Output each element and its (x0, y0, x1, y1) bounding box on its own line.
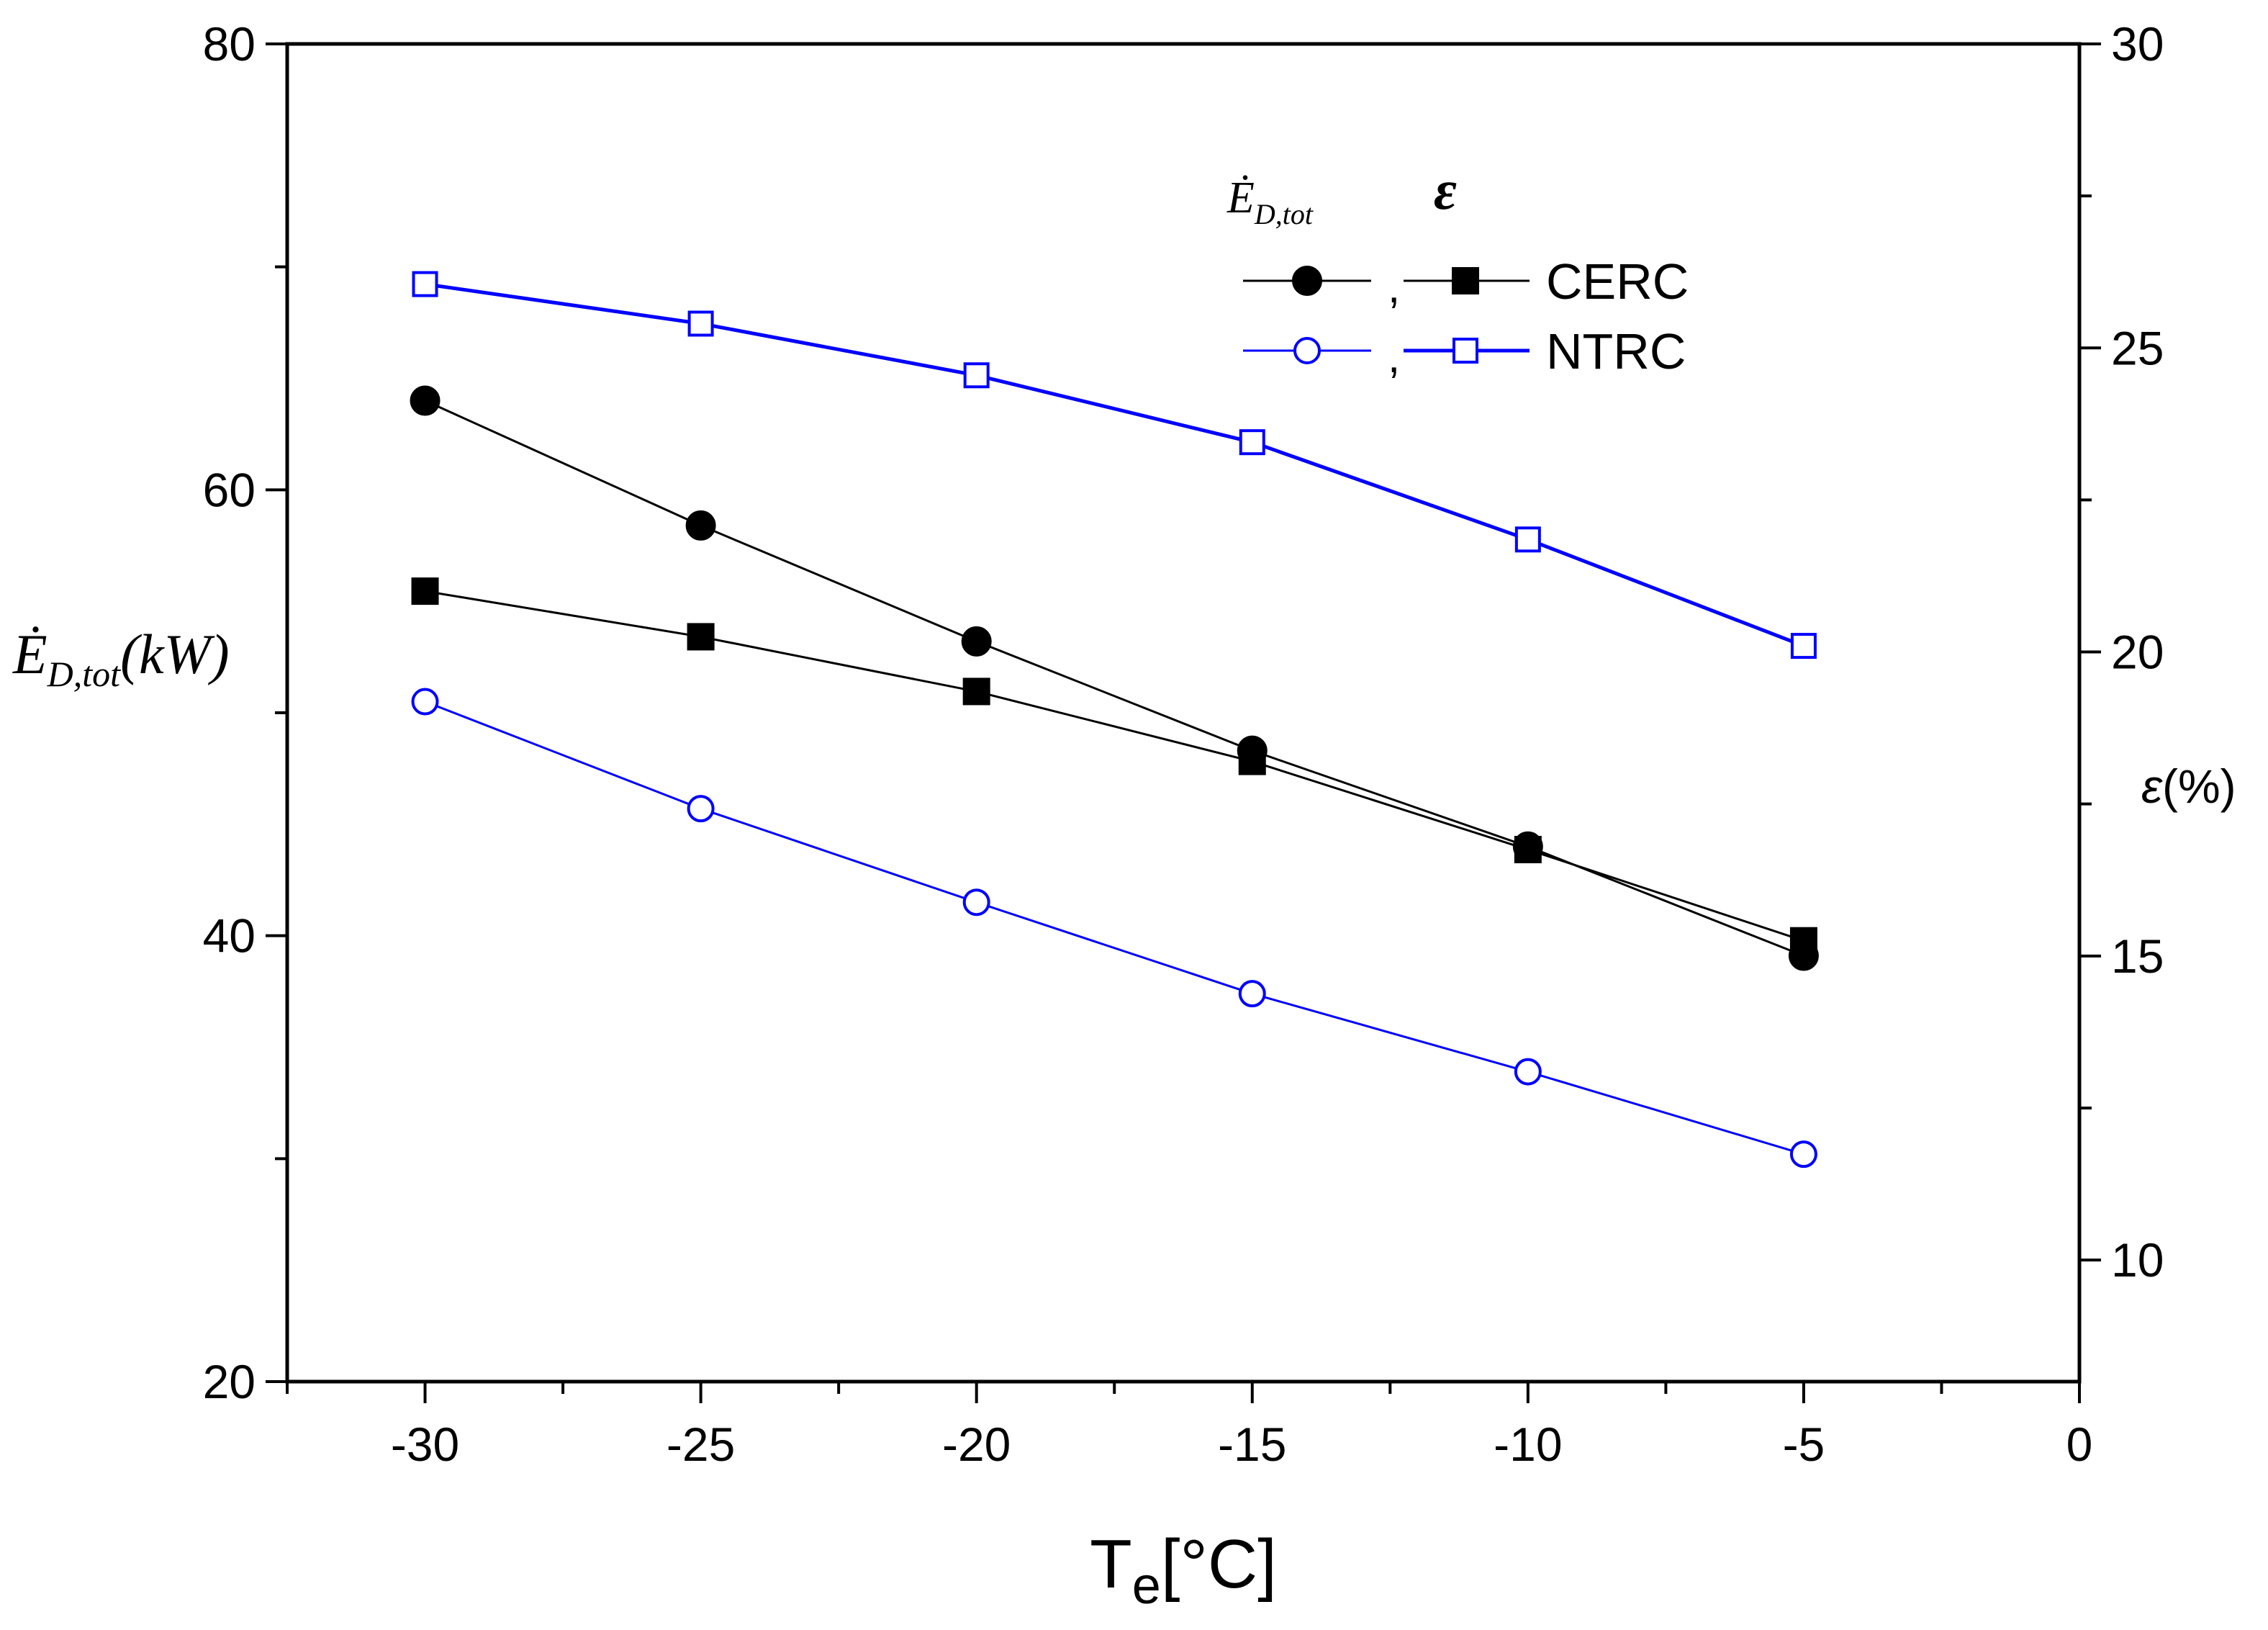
legend-header-sub: D,tot (1254, 198, 1314, 230)
legend-marker-square (1452, 267, 1479, 294)
data-point (1789, 1140, 1817, 1169)
plot-frame (285, 42, 2082, 1384)
y-left-tick-label: 60 (203, 463, 256, 516)
series-3 (412, 271, 1817, 659)
x-tick-label: -20 (942, 1418, 1011, 1471)
data-point (963, 362, 990, 389)
ticks-layer: -30 -25 -20 -15 -10 -5 0 20 40 60 80 10 15 20 25 30 (203, 17, 2164, 1471)
data-point (412, 271, 438, 297)
x-axis-title-sub: e (1132, 1557, 1161, 1615)
data-point (1514, 836, 1542, 864)
x-tick-label: -25 (667, 1418, 735, 1471)
x-tick-label: -15 (1218, 1418, 1286, 1471)
legend-header-symbol: Ė (1226, 174, 1255, 222)
series-0 (410, 385, 1819, 971)
x-axis-title-main: T (1090, 1526, 1132, 1603)
y-left-tick-label: 80 (203, 17, 256, 71)
legend-label: NTRC (1546, 323, 1686, 379)
legend: ĖD,tot ε, CERC, NTRC (1226, 158, 1689, 382)
data-point (961, 626, 992, 657)
y-left-axis-title-symbol: Ė (12, 623, 48, 685)
data-point (962, 888, 990, 917)
series-line (424, 701, 1804, 1156)
legend-separator: , (1388, 263, 1400, 312)
y-right-tick-label: 25 (2111, 321, 2164, 374)
data-point (1790, 633, 1817, 659)
y-right-tick-label: 15 (2111, 929, 2164, 983)
series-layer (410, 271, 1819, 1169)
y-left-tick-label: 40 (203, 909, 256, 963)
data-point (1789, 927, 1817, 955)
data-point (962, 677, 990, 706)
legend-marker-square (1452, 338, 1478, 364)
y-left-tick-label: 20 (203, 1355, 256, 1408)
series-2 (411, 688, 1817, 1169)
legend-label: CERC (1546, 253, 1689, 310)
y-right-axis-title: ε(%) (2141, 760, 2236, 813)
x-axis-title: Te[°C] (1090, 1526, 1277, 1615)
y-left-axis-title: ĖD,tot(kW) (12, 623, 230, 694)
series-line (425, 282, 1804, 648)
data-point (687, 310, 714, 337)
data-point (411, 577, 439, 605)
data-point (1238, 980, 1266, 1008)
legend-entry-0: , CERC (1243, 253, 1689, 312)
y-left-axis-title-unit: (kW) (120, 623, 230, 685)
x-axis-title-rest: [°C] (1161, 1526, 1277, 1603)
data-point (411, 688, 439, 716)
x-tick-label: -5 (1783, 1418, 1825, 1471)
y-right-tick-label: 30 (2111, 17, 2164, 71)
y-right-axis-title-unit: (%) (2162, 760, 2236, 813)
x-tick-label: -30 (391, 1418, 459, 1471)
y-left-axis-title-sub: D,tot (47, 654, 122, 694)
data-point (1514, 526, 1541, 553)
legend-separator: , (1388, 333, 1400, 382)
data-point (1238, 747, 1266, 775)
legend-marker-circle (1292, 266, 1322, 296)
series-1 (411, 577, 1817, 955)
y-right-tick-label: 10 (2111, 1233, 2164, 1287)
y-right-axis-title-symbol: ε (2141, 760, 2163, 813)
data-point (687, 623, 715, 651)
data-point (1239, 429, 1265, 456)
series-line (425, 590, 1804, 942)
legend-header-left: ĖD,tot (1226, 174, 1314, 230)
data-point (687, 795, 715, 823)
x-tick-label: -10 (1494, 1418, 1562, 1471)
data-point (1514, 1058, 1542, 1086)
legend-entry-1: , NTRC (1243, 323, 1686, 382)
data-point (685, 510, 716, 541)
x-tick-label: 0 (2066, 1418, 2093, 1471)
legend-marker-circle (1293, 337, 1321, 364)
y-right-tick-label: 20 (2111, 626, 2164, 679)
legend-header-right: ε (1434, 158, 1457, 221)
data-point (410, 385, 441, 416)
